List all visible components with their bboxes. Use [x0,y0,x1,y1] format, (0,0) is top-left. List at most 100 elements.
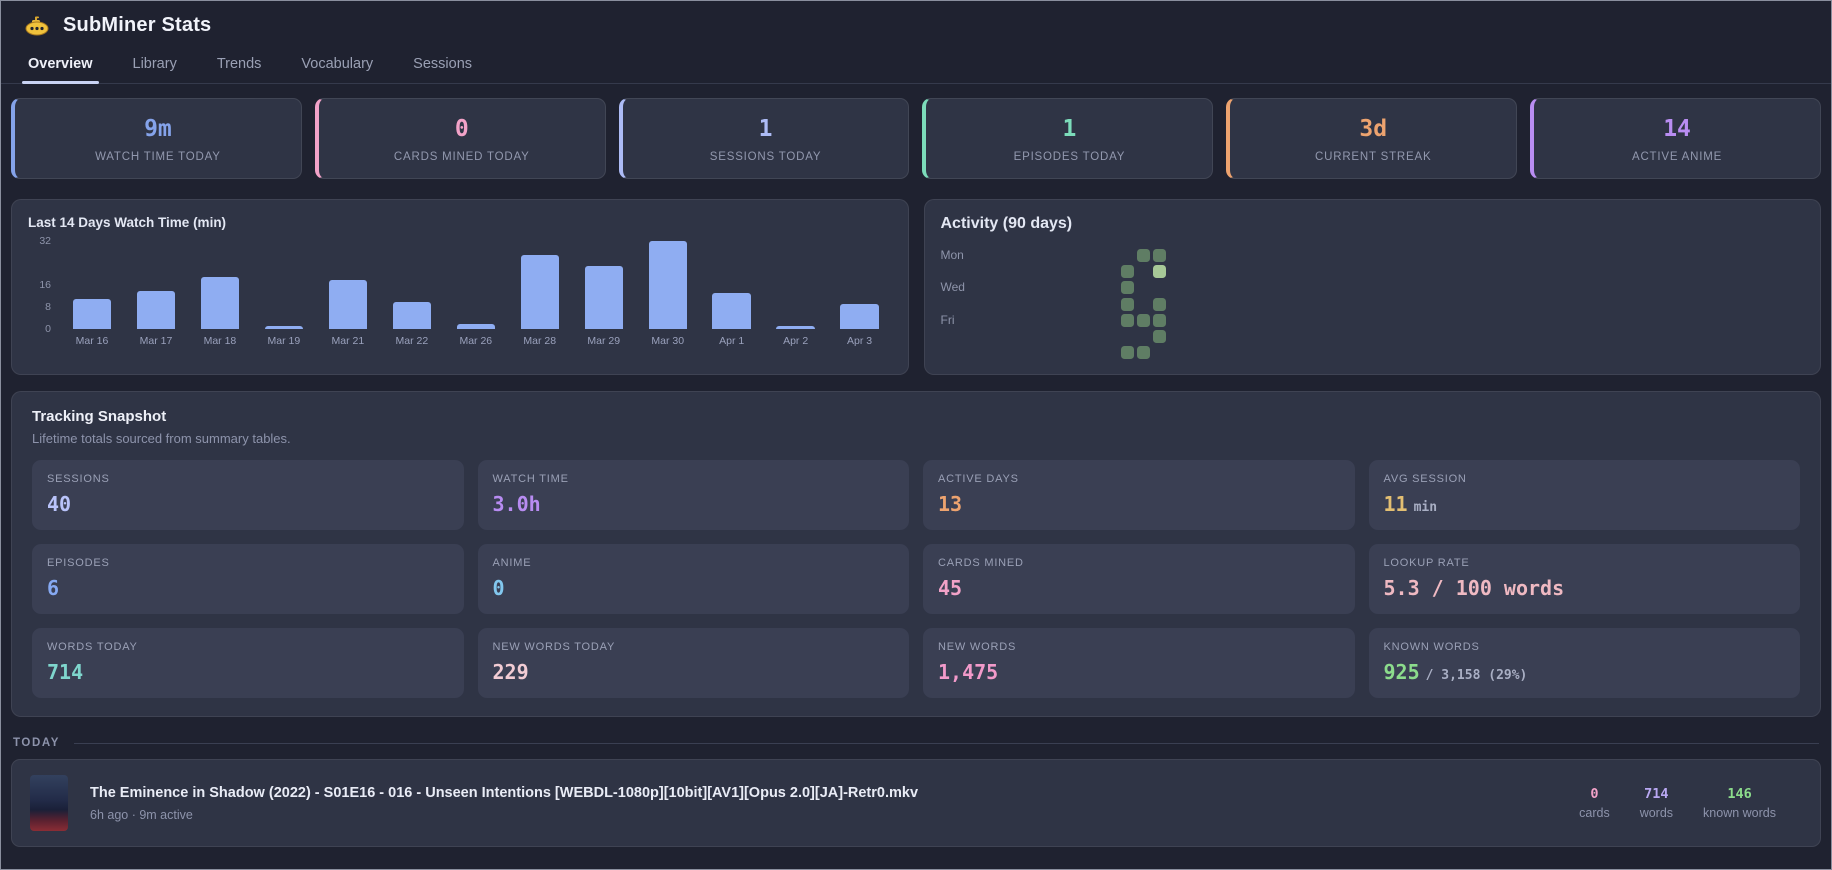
bar-slot: Mar 29 [572,241,636,353]
day-label [941,330,981,346]
tile-label: NEW WORDS TODAY [492,641,616,653]
bar-slot: Mar 22 [380,241,444,353]
activity-cell [1105,265,1118,278]
tile-value: 45 [938,576,1340,600]
tile-value: 40 [47,492,449,516]
stat-caption: cards [1579,806,1610,820]
activity-heatmap: Mon Wed Fri [940,248,1805,362]
activity-cell [992,249,1005,262]
activity-cell [1056,330,1069,343]
activity-cell [1056,314,1069,327]
bar [840,304,879,329]
tab-vocabulary[interactable]: Vocabulary [301,56,374,72]
tile-value-number: 13 [938,492,963,516]
bar [584,265,623,329]
watch-time-chart-card: Last 14 Days Watch Time (min) 0 8 16 32 Mar… [11,199,909,375]
today-episode-row[interactable]: The Eminence in Shadow (2022) - S01E16 -… [11,759,1821,847]
activity-cell [1153,297,1167,311]
activity-cell [1072,298,1085,311]
bar-area [188,241,252,329]
tile-value-number: 6 [47,576,60,600]
day-label-column: Mon Wed Fri [940,248,981,362]
day-label: Fri [940,312,955,327]
tile-value-number: 45 [938,576,963,600]
tile-value: 6 [47,576,449,600]
tile-label: EPISODES [47,557,110,569]
snapshot-title: Tracking Snapshot [32,408,167,425]
stat-value: 1 [758,116,773,142]
bar-slot: Mar 21 [316,241,380,353]
stat-card-row: 9m WATCH TIME TODAY 0 CARDS MINED TODAY 1 SES… [11,98,1821,179]
tile-value: 11 min [1384,492,1786,516]
activity-cell [1024,298,1037,311]
tab-overview[interactable]: Overview [22,47,98,84]
tab-trends[interactable]: Trends [216,56,262,72]
episode-stat: 146 known words [1703,786,1776,820]
stat-caption: known words [1703,806,1776,820]
activity-cell [1072,249,1085,262]
bar-area [124,241,188,329]
bar-slot: Apr 2 [764,241,828,353]
activity-cell [1008,330,1021,343]
tile-value-number: 5.3 / 100 words [1383,576,1565,600]
snapshot-tile: ANIME 0 [477,544,909,614]
stat-value: 14 [1663,116,1691,142]
activity-cell [1056,249,1069,262]
activity-cell [1153,313,1167,327]
activity-cell [1137,281,1150,294]
bar-label: Apr 1 [719,335,745,347]
activity-cell [1089,298,1102,311]
activity-title: Activity (90 days) [940,215,1073,232]
stat-number: 0 [1590,786,1599,802]
tile-label: LOOKUP RATE [1383,557,1470,569]
activity-cell [1121,313,1134,327]
stat-value: 0 [454,116,469,142]
bar-label: Mar 18 [203,335,237,347]
episode-title: The Eminence in Shadow (2022) - S01E16 -… [90,784,919,801]
episode-thumbnail [30,775,68,831]
bar-area [444,241,508,329]
bar-slot: Mar 26 [444,241,508,353]
tile-value: 714 [47,660,449,684]
activity-cell [1105,346,1118,359]
snapshot-tile: CARDS MINED 45 [923,544,1355,614]
snapshot-tile: ACTIVE DAYS 13 [923,460,1355,530]
stat-card: 9m WATCH TIME TODAY [11,98,302,179]
tile-value: 5.3 / 100 words [1384,576,1786,600]
bar-label: Apr 3 [847,335,873,347]
bar-label: Apr 2 [783,335,809,347]
tab-sessions[interactable]: Sessions [413,56,473,72]
bar-plot-area: Mar 16 Mar 17 Mar 18 Mar 19 Mar 21 Mar 22 Mar … [60,241,892,353]
tab-library[interactable]: Library [132,56,177,72]
activity-cell [1089,249,1102,262]
bar [72,298,112,329]
y-axis-tick: 16 [39,279,51,291]
activity-cell [1072,314,1085,327]
episode-stats: 0 cards 714 words 146 known words [1579,786,1802,820]
tile-label: CARDS MINED [938,557,1024,569]
bar-area [508,241,572,329]
bar-slot: Mar 30 [636,241,700,353]
activity-cell [1121,249,1134,262]
stat-label: CARDS MINED TODAY [393,151,530,163]
tile-label: ACTIVE DAYS [938,473,1019,485]
tile-value-number: 3.0h [492,492,541,516]
activity-cell [992,298,1005,311]
activity-cell [1105,298,1118,311]
activity-cell [1056,346,1069,359]
activity-cell [992,265,1005,278]
activity-cell [1008,298,1021,311]
y-axis-tick: 0 [45,323,51,335]
activity-cell [992,330,1005,343]
heatmap-grid [992,249,1167,362]
stat-value: 1 [1062,116,1077,142]
today-section-header: TODAY [13,737,1819,749]
activity-cell [1024,265,1037,278]
activity-cell [1008,314,1021,327]
bar-label: Mar 30 [651,335,685,347]
tile-label: KNOWN WORDS [1383,641,1480,653]
activity-cell [1040,346,1053,359]
stat-label: CURRENT STREAK [1315,151,1432,163]
bar-label: Mar 19 [267,335,301,347]
snapshot-tile: NEW WORDS TODAY 229 [477,628,909,698]
